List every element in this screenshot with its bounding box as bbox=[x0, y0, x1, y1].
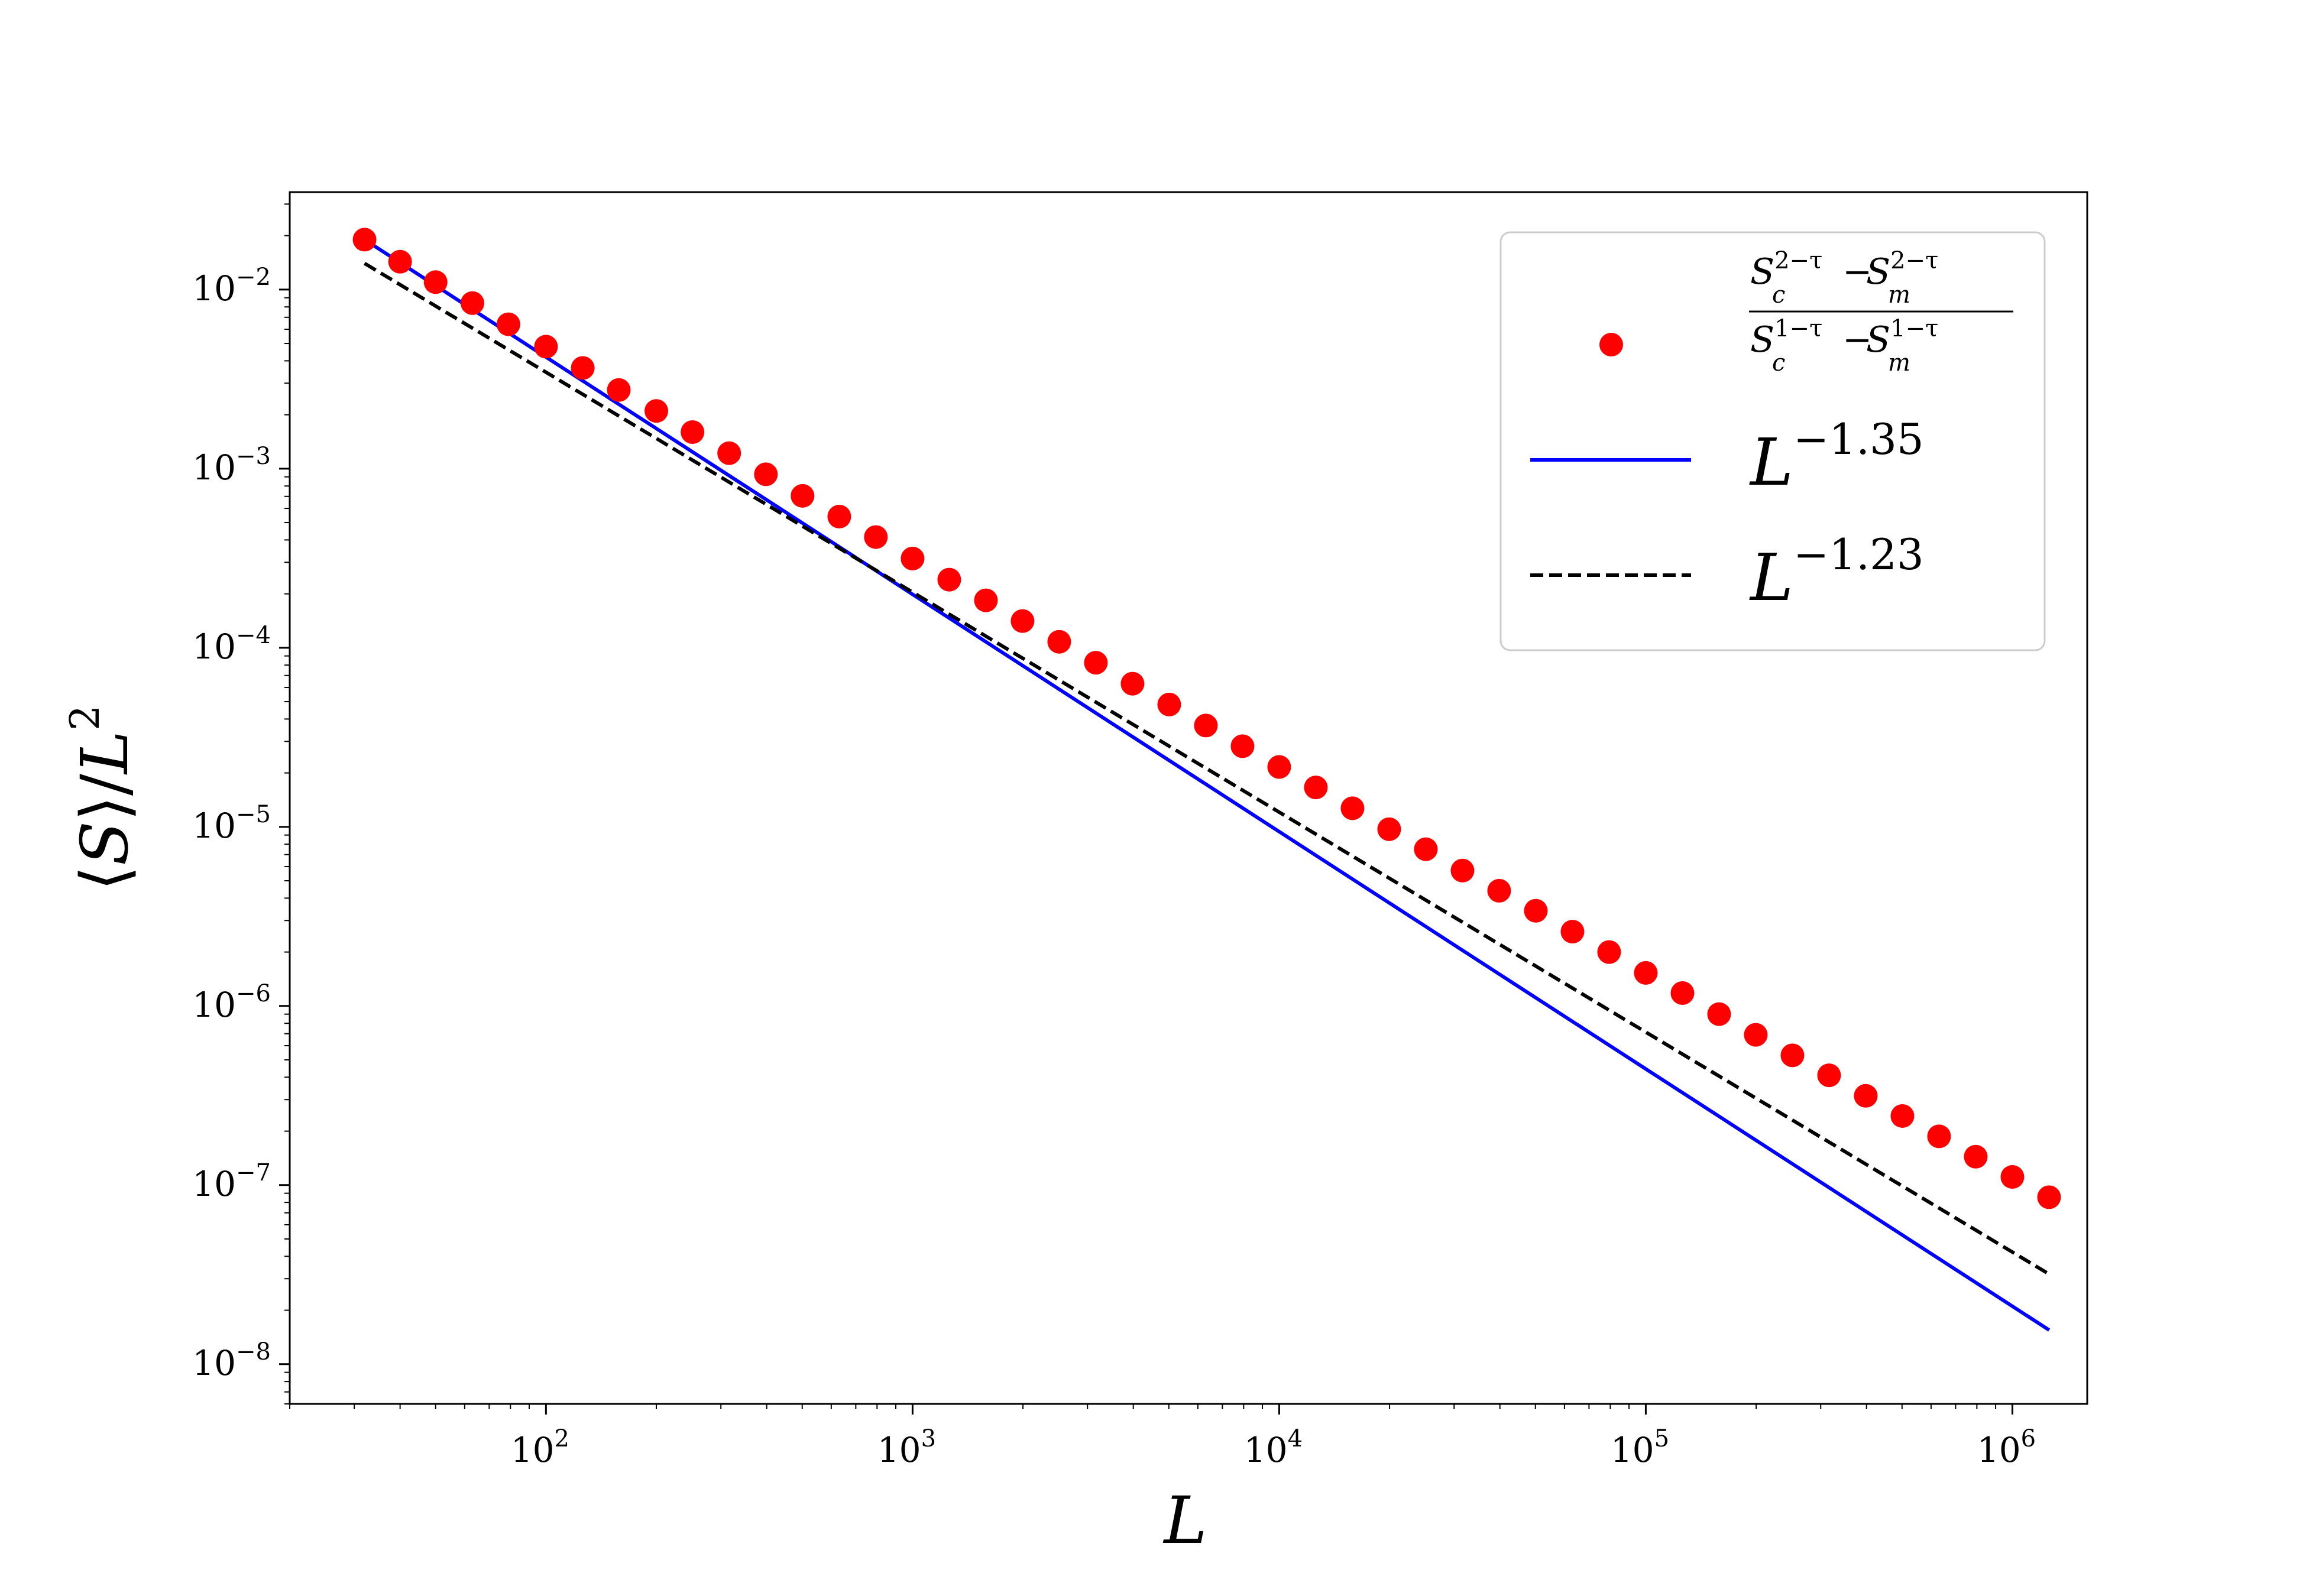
data-point bbox=[1634, 961, 1658, 985]
fit-line-dashed bbox=[364, 261, 2051, 1276]
svg-text:c: c bbox=[1772, 349, 1785, 377]
y-label-exp: 2 bbox=[62, 705, 109, 731]
plot-frame bbox=[289, 191, 2088, 1405]
svg-text:m: m bbox=[1888, 281, 1910, 309]
svg-text:S2−τ: S2−τ bbox=[1866, 247, 1938, 293]
svg-text:S2−τ: S2−τ bbox=[1750, 247, 1822, 293]
data-point bbox=[1450, 858, 1475, 883]
data-point bbox=[1707, 1002, 1731, 1026]
data-point bbox=[1267, 755, 1291, 779]
major-ticks bbox=[279, 288, 2013, 1415]
data-point bbox=[1817, 1063, 1841, 1088]
data-point bbox=[496, 312, 520, 336]
data-point bbox=[1120, 672, 1145, 696]
data-point bbox=[644, 399, 669, 423]
legend-box bbox=[1499, 231, 2046, 651]
data-point bbox=[1854, 1084, 1878, 1108]
svg-text:c: c bbox=[1772, 281, 1785, 309]
data-point bbox=[2037, 1185, 2061, 1209]
y-tick-label: 10−4 bbox=[192, 622, 271, 667]
data-point bbox=[681, 420, 705, 444]
y-label-l: L bbox=[67, 731, 142, 775]
data-point bbox=[1047, 630, 1071, 654]
data-point bbox=[1194, 713, 1218, 738]
y-tick-label: 10−7 bbox=[192, 1159, 271, 1204]
y-label-slash: / bbox=[67, 773, 142, 796]
data-point bbox=[1744, 1023, 1768, 1047]
legend-marker-scatter bbox=[1599, 333, 1623, 356]
data-point bbox=[1487, 878, 1511, 903]
data-point bbox=[1414, 837, 1438, 861]
x-tick-label: 106 bbox=[1977, 1425, 2036, 1470]
x-axis-label: L bbox=[1162, 1483, 1207, 1558]
y-label-s: S bbox=[67, 821, 142, 865]
data-point bbox=[352, 228, 377, 252]
legend: S2−τ c − S2−τ m S1−τ c − S1−τ m L−1.35 L bbox=[1499, 231, 2046, 651]
data-point bbox=[388, 249, 412, 274]
data-point bbox=[1560, 920, 1585, 944]
data-point bbox=[1340, 796, 1365, 820]
x-tick-labels: 102 103 104 105 106 bbox=[511, 1425, 2036, 1470]
svg-text:−: − bbox=[1842, 251, 1872, 293]
data-point bbox=[791, 484, 815, 508]
data-point bbox=[827, 504, 851, 528]
svg-text:−: − bbox=[1842, 319, 1872, 361]
y-axis-label: ⟨S⟩/L2 bbox=[62, 705, 142, 891]
data-point bbox=[1670, 981, 1695, 1005]
data-point bbox=[2000, 1165, 2025, 1189]
data-point bbox=[864, 525, 888, 549]
svg-text:S1−τ: S1−τ bbox=[1750, 315, 1822, 361]
data-point bbox=[571, 356, 595, 380]
data-point bbox=[1524, 898, 1548, 923]
y-label-open: ⟨ bbox=[67, 865, 142, 891]
fit-line-blue bbox=[363, 238, 2051, 1332]
data-point bbox=[1780, 1043, 1805, 1068]
x-tick-label: 103 bbox=[877, 1425, 936, 1470]
data-point bbox=[754, 462, 778, 486]
y-label-close: ⟩ bbox=[67, 796, 142, 821]
data-point bbox=[1304, 776, 1328, 800]
y-tick-label: 10−5 bbox=[192, 801, 271, 846]
data-point bbox=[1157, 692, 1181, 716]
data-point bbox=[901, 546, 925, 570]
y-tick-label: 10−8 bbox=[192, 1338, 271, 1383]
data-point bbox=[1597, 940, 1621, 964]
svg-text:S1−τ: S1−τ bbox=[1866, 315, 1938, 361]
data-point bbox=[423, 270, 448, 294]
legend-label-dashed: L−1.23 bbox=[1749, 530, 1924, 615]
x-tick-label: 102 bbox=[511, 1425, 569, 1470]
data-points bbox=[352, 228, 2061, 1209]
data-point bbox=[1011, 609, 1035, 633]
x-tick-label: 104 bbox=[1244, 1425, 1303, 1470]
data-point bbox=[1377, 817, 1401, 841]
data-point bbox=[937, 567, 961, 592]
y-tick-label: 10−3 bbox=[192, 443, 271, 488]
data-point bbox=[460, 291, 484, 315]
data-point bbox=[1890, 1104, 1915, 1128]
data-point bbox=[1927, 1124, 1951, 1149]
svg-text:m: m bbox=[1888, 349, 1910, 377]
y-tick-label: 10−2 bbox=[192, 264, 271, 309]
legend-label-blue: L−1.35 bbox=[1749, 414, 1924, 500]
data-point bbox=[1230, 734, 1255, 758]
data-point bbox=[534, 335, 558, 359]
data-point bbox=[717, 441, 741, 465]
data-point bbox=[607, 378, 631, 402]
data-point bbox=[1964, 1144, 1988, 1169]
data-point bbox=[974, 588, 998, 612]
data-point bbox=[1084, 651, 1108, 675]
y-tick-labels: 10−2 10−3 10−4 10−5 10−6 10−7 10−8 bbox=[192, 264, 271, 1383]
x-tick-label: 105 bbox=[1611, 1425, 1669, 1470]
svg-text:⟨S⟩/L2: ⟨S⟩/L2 bbox=[62, 705, 142, 891]
y-tick-label: 10−6 bbox=[192, 980, 271, 1025]
legend-label-scatter: S2−τ c − S2−τ m S1−τ c − S1−τ m bbox=[1749, 247, 2013, 377]
